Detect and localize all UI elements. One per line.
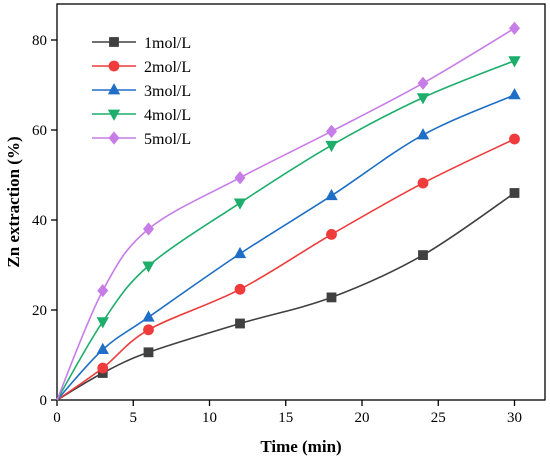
legend-label: 3mol/L [144, 83, 191, 100]
data-point [97, 362, 109, 374]
series-3mol-per-L [56, 88, 521, 401]
data-point [416, 128, 430, 140]
series-line [56, 27, 515, 401]
legend-entry: 4mol/L [92, 107, 191, 124]
legend-entry: 3mol/L [92, 83, 191, 100]
legend-marker [108, 60, 120, 72]
x-tick-label: 0 [53, 410, 61, 426]
legend-entry: 2mol/L [92, 59, 191, 76]
legend: 1mol/L 2mol/L 3mol/L 4mol/L 5mol/L [92, 35, 191, 148]
plot-frame [56, 3, 546, 401]
series-layer [56, 21, 521, 401]
data-point [325, 188, 338, 201]
data-point [416, 93, 430, 105]
data-point [234, 283, 246, 295]
legend-marker [107, 83, 121, 95]
data-point [418, 250, 428, 261]
legend-entry: 5mol/L [92, 131, 191, 148]
x-tick-label: 25 [431, 410, 446, 426]
data-point [96, 317, 109, 329]
data-point [235, 318, 245, 329]
legend-label: 2mol/L [144, 59, 191, 76]
series-1mol-per-L [56, 188, 520, 401]
data-point [142, 310, 155, 322]
data-point [325, 140, 338, 153]
data-point [233, 246, 247, 259]
data-point [96, 342, 109, 355]
legend-marker [107, 109, 121, 121]
data-point [234, 171, 246, 185]
series-2mol-per-L [56, 133, 520, 401]
data-point [97, 284, 109, 298]
data-point [142, 261, 155, 273]
legend-label: 4mol/L [144, 107, 191, 124]
y-tick-label: 0 [40, 393, 48, 409]
series-line [56, 94, 515, 401]
data-point [233, 198, 247, 210]
legend-label: 1mol/L [144, 35, 191, 52]
data-point [142, 222, 155, 236]
series-line [56, 59, 515, 401]
y-axis-title: Zn extraction (%) [4, 136, 23, 267]
data-point [326, 228, 337, 240]
data-point [508, 88, 521, 100]
data-point [417, 177, 429, 189]
y-tick-label: 20 [32, 303, 47, 319]
y-tick-label: 80 [32, 33, 47, 49]
legend-marker [109, 37, 119, 47]
series-4mol-per-L [56, 56, 521, 401]
y-tick-label: 60 [32, 123, 47, 139]
axis-ticks: 0 5 10 15 20 25 30 0 20 40 60 80 [32, 33, 522, 426]
data-point [143, 324, 154, 336]
data-point [326, 292, 337, 303]
legend-entry: 1mol/L [92, 35, 191, 52]
legend-marker [108, 131, 120, 145]
data-point [508, 21, 521, 35]
series-5mol-per-L [56, 21, 521, 401]
x-tick-label: 10 [202, 410, 217, 426]
data-point [509, 133, 520, 145]
data-point [509, 188, 520, 198]
x-tick-label: 5 [130, 410, 138, 426]
data-point [417, 76, 429, 90]
x-axis-title: Time (min) [260, 437, 341, 456]
x-tick-label: 20 [355, 410, 370, 426]
data-point [508, 56, 521, 68]
data-point [325, 124, 338, 138]
data-point [143, 347, 154, 358]
legend-label: 5mol/L [144, 131, 191, 148]
x-tick-label: 30 [507, 410, 522, 426]
y-tick-label: 40 [32, 213, 47, 229]
x-tick-label: 15 [278, 410, 293, 426]
